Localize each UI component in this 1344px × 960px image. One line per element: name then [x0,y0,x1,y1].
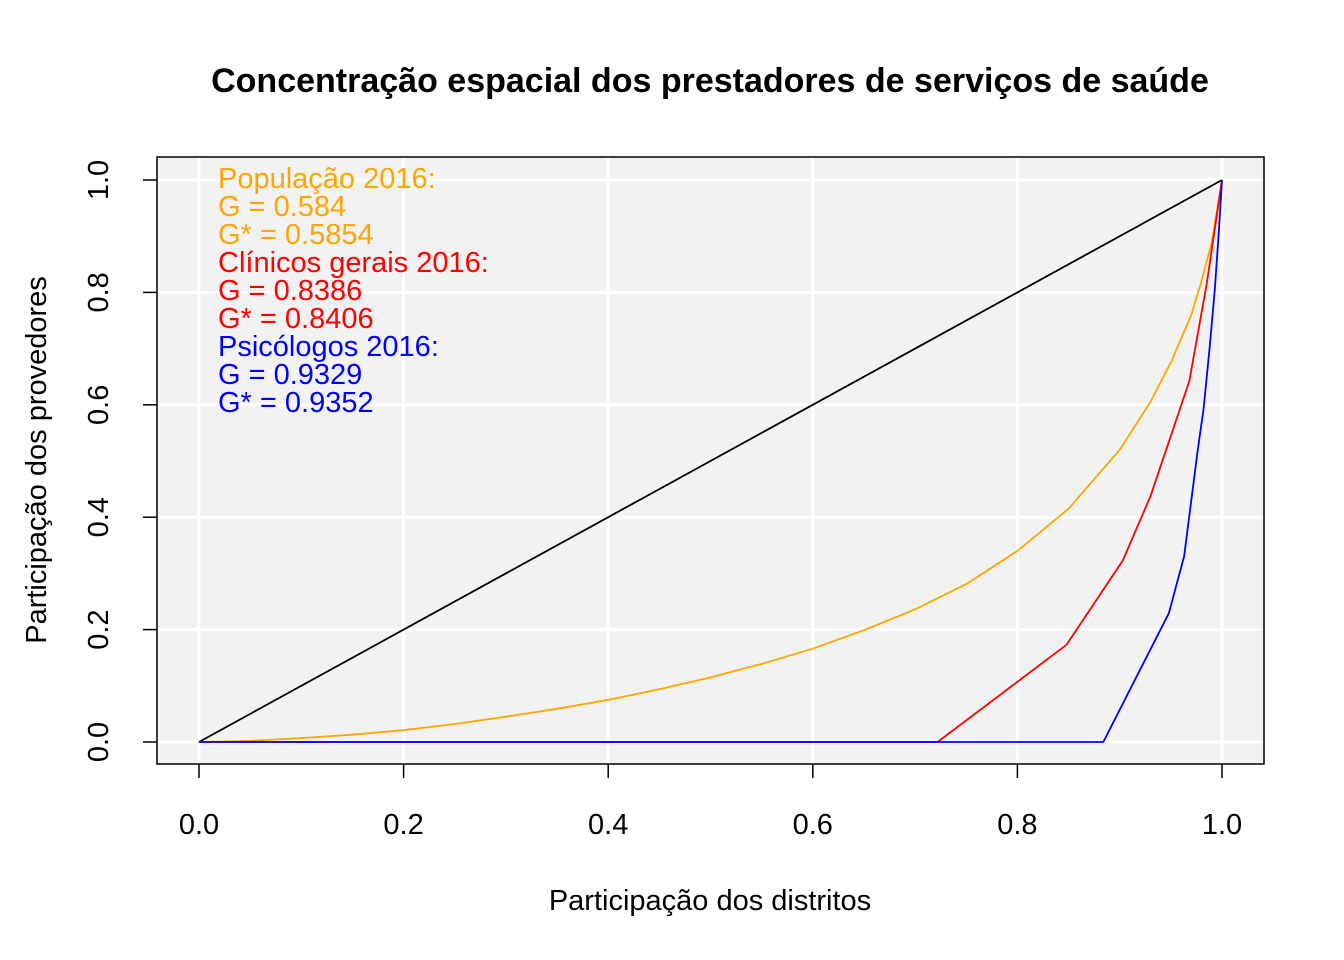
series-line-0 [198,179,1223,743]
series-line-2 [199,179,1223,743]
series-line-1 [198,179,1223,743]
x-tick-label: 0.8 [997,809,1037,841]
y-tick-label: 0.2 [83,609,115,649]
x-tick-label: 0.6 [793,809,833,841]
annotation-line: G = 0.9329 [218,359,362,391]
annotation-line: G* = 0.5854 [218,219,374,251]
x-axis-label: Participação dos distritos [549,885,871,917]
x-tick-label: 1.0 [1202,809,1242,841]
x-tick-label: 0.2 [383,809,423,841]
y-tick-label: 0.6 [83,385,115,425]
y-tick-label: 0.8 [83,272,115,312]
chart-title: Concentração espacial dos prestadores de… [211,62,1209,100]
y-axis: 0.0 0.2 0.4 0.6 0.8 1.0 [83,160,157,762]
annotation-line: População 2016: [218,163,436,195]
y-tick-label: 0.4 [83,497,115,537]
plot-frame [156,156,1265,765]
y-tick-label: 1.0 [83,160,115,200]
y-tick-label: 0.0 [83,722,115,762]
x-tick-label: 0.0 [179,809,219,841]
series-lines [198,179,1223,743]
annotation-line: G* = 0.9352 [218,387,374,419]
annotation-line: G = 0.584 [218,191,346,223]
x-axis: 0.0 0.2 0.4 0.6 0.8 1.0 [179,764,1242,841]
annotation-line: G* = 0.8406 [218,303,374,335]
annotation-line: Psicólogos 2016: [218,331,439,363]
annotation-line: Clínicos gerais 2016: [218,247,489,279]
annotation-line: G = 0.8386 [218,275,362,307]
y-axis-label: Participação dos provedores [21,276,53,644]
x-tick-label: 0.4 [588,809,628,841]
series-line-3 [199,179,1223,743]
